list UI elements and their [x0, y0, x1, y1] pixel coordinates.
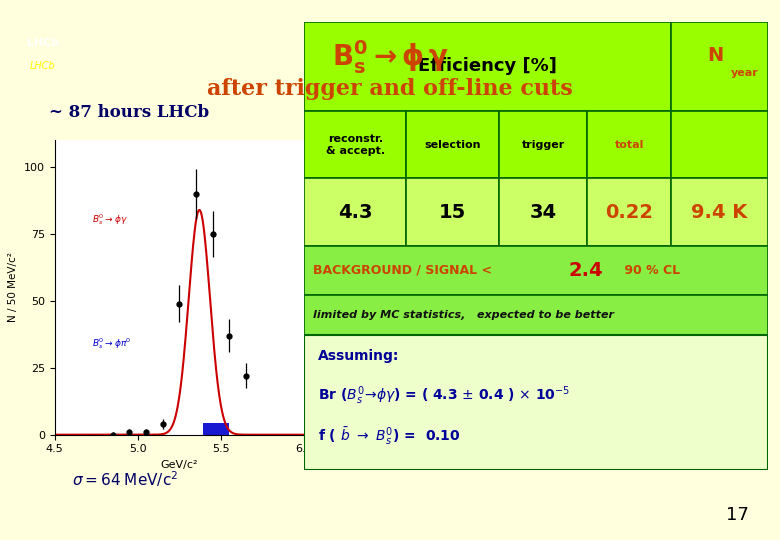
Bar — [671, 22, 768, 111]
Text: $B^0_s \rightarrow \phi\gamma$: $B^0_s \rightarrow \phi\gamma$ — [92, 212, 128, 227]
Text: Efficiency [%]: Efficiency [%] — [418, 57, 557, 76]
Bar — [671, 178, 768, 246]
Bar — [304, 335, 768, 470]
Text: 15: 15 — [439, 202, 466, 221]
Text: reconstr.
& accept.: reconstr. & accept. — [326, 134, 385, 156]
Bar — [304, 295, 768, 335]
Bar — [587, 178, 671, 246]
Bar — [406, 178, 499, 246]
Text: $B^0_s \rightarrow \phi\pi^0$: $B^0_s \rightarrow \phi\pi^0$ — [92, 336, 132, 351]
Text: 4.3: 4.3 — [338, 202, 373, 221]
Text: 90 % CL: 90 % CL — [620, 264, 680, 277]
Text: $\mathbf{B^0_s \rightarrow \phi\,\gamma}$: $\mathbf{B^0_s \rightarrow \phi\,\gamma}… — [332, 38, 448, 76]
Text: $\sigma = 64\;\mathrm{MeV/c^2}$: $\sigma = 64\;\mathrm{MeV/c^2}$ — [72, 469, 178, 489]
Text: limited by MC statistics,   expected to be better: limited by MC statistics, expected to be… — [314, 310, 615, 320]
Y-axis label: N / 50 MeV/c²: N / 50 MeV/c² — [9, 253, 18, 322]
Text: ~ 87 hours LHCb: ~ 87 hours LHCb — [48, 104, 209, 120]
Text: selection: selection — [424, 140, 481, 150]
Text: LHCb: LHCb — [30, 62, 56, 71]
Bar — [671, 111, 768, 178]
Bar — [406, 111, 499, 178]
X-axis label: GeV/c²: GeV/c² — [161, 460, 198, 470]
Text: BACKGROUND / SIGNAL <: BACKGROUND / SIGNAL < — [314, 264, 497, 277]
Text: after trigger and off-line cuts: after trigger and off-line cuts — [207, 78, 573, 100]
Text: N: N — [707, 46, 723, 65]
Text: Assuming:: Assuming: — [318, 349, 399, 363]
Bar — [304, 111, 406, 178]
Bar — [304, 178, 406, 246]
Text: 34: 34 — [530, 202, 557, 221]
Text: trigger: trigger — [522, 140, 565, 150]
Text: LHCb: LHCb — [27, 38, 59, 48]
Bar — [499, 111, 587, 178]
Bar — [587, 111, 671, 178]
Text: 9.4 K: 9.4 K — [691, 202, 748, 221]
Text: year: year — [731, 68, 759, 78]
Bar — [216, 423, 229, 435]
Bar — [304, 246, 768, 295]
Text: Br ($B^0_s\!\rightarrow\!\phi\gamma$) = ( 4.3 $\pm$ 0.4 ) $\times$ 10$^{-5}$: Br ($B^0_s\!\rightarrow\!\phi\gamma$) = … — [318, 384, 570, 407]
Text: 0.22: 0.22 — [605, 202, 653, 221]
Bar — [499, 178, 587, 246]
Text: 2.4: 2.4 — [569, 261, 604, 280]
Text: total: total — [615, 140, 643, 150]
Bar — [304, 22, 671, 111]
Bar — [203, 423, 215, 435]
Text: f ( $\bar{b}$ $\rightarrow$ $B^0_s$) =  0.10: f ( $\bar{b}$ $\rightarrow$ $B^0_s$) = 0… — [318, 425, 461, 447]
Text: 17: 17 — [726, 506, 749, 524]
